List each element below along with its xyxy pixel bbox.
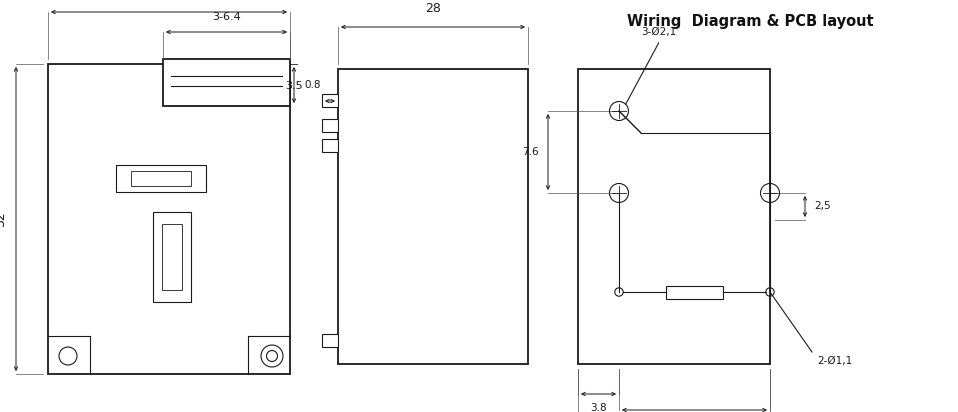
Bar (153, 212, 191, 302)
Text: 32: 32 (0, 211, 8, 227)
Bar (116, 165, 206, 192)
Text: 3.5: 3.5 (285, 81, 303, 91)
Bar (322, 333, 338, 346)
Text: 3-6.4: 3-6.4 (212, 12, 240, 22)
Bar (48, 64, 290, 374)
Bar (322, 119, 338, 131)
Text: 7.6: 7.6 (522, 147, 539, 157)
Text: 2-Ø1,1: 2-Ø1,1 (817, 356, 853, 366)
Text: Wiring  Diagram & PCB layout: Wiring Diagram & PCB layout (627, 14, 874, 29)
Text: 3.8: 3.8 (590, 403, 606, 412)
Text: 28: 28 (425, 2, 441, 15)
Bar (131, 171, 191, 186)
Bar (322, 94, 338, 108)
Text: 2,5: 2,5 (814, 201, 831, 211)
Bar (163, 59, 290, 106)
Bar (666, 286, 723, 299)
Bar (322, 138, 338, 152)
Text: 3-Ø2,1: 3-Ø2,1 (641, 27, 676, 37)
Text: 27.4: 27.4 (156, 0, 182, 1)
Text: 0.8: 0.8 (304, 80, 321, 90)
Bar (578, 69, 770, 364)
Bar (338, 69, 528, 364)
Bar (162, 224, 182, 290)
